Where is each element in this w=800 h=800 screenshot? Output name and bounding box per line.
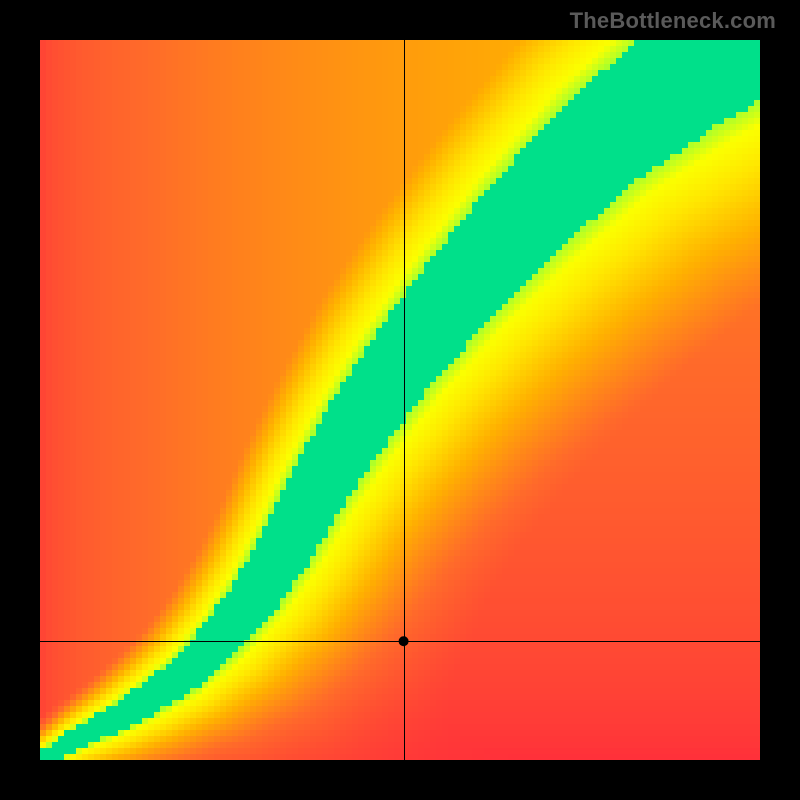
chart-frame: { "watermark": { "text": "TheBottleneck.… (0, 0, 800, 800)
watermark-text: TheBottleneck.com (570, 8, 776, 34)
crosshair-overlay (40, 40, 760, 760)
